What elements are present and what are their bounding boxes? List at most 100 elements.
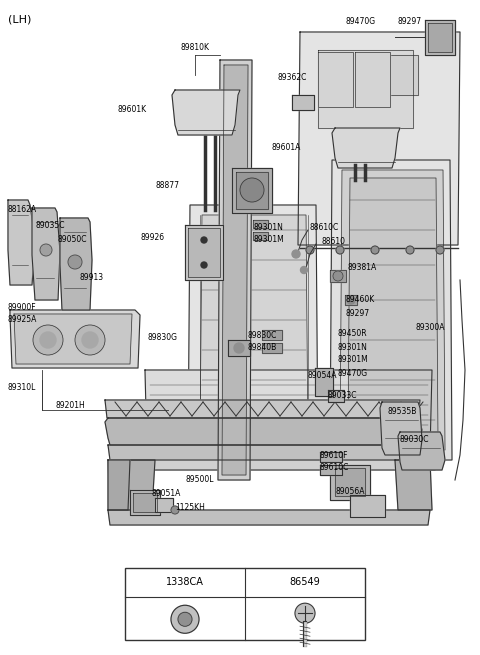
Polygon shape (320, 452, 342, 462)
Text: 89610C: 89610C (320, 462, 349, 472)
Polygon shape (228, 340, 250, 356)
Text: 89301M: 89301M (253, 236, 284, 244)
Polygon shape (200, 215, 308, 450)
Polygon shape (335, 468, 365, 496)
Polygon shape (398, 432, 445, 470)
Polygon shape (188, 205, 318, 460)
Text: 89900F: 89900F (8, 303, 36, 312)
Polygon shape (355, 52, 390, 107)
Text: 89301N: 89301N (338, 343, 368, 352)
Polygon shape (330, 160, 452, 460)
Circle shape (68, 255, 82, 269)
Text: 88162A: 88162A (8, 206, 37, 214)
Polygon shape (292, 95, 314, 110)
Text: 89051A: 89051A (152, 489, 181, 498)
Polygon shape (155, 498, 173, 512)
Text: 89925A: 89925A (8, 316, 37, 324)
Polygon shape (428, 23, 452, 52)
Polygon shape (395, 460, 432, 510)
Circle shape (295, 603, 315, 623)
Polygon shape (315, 368, 333, 396)
Polygon shape (328, 390, 344, 402)
Text: 89810K: 89810K (180, 43, 209, 52)
Circle shape (240, 178, 264, 202)
Text: 89310L: 89310L (8, 383, 36, 392)
Text: 89301M: 89301M (338, 356, 369, 364)
Polygon shape (108, 460, 130, 510)
Polygon shape (108, 510, 430, 525)
Polygon shape (108, 460, 155, 510)
Polygon shape (253, 232, 268, 240)
Text: 89297: 89297 (397, 18, 421, 26)
Polygon shape (330, 270, 346, 282)
Text: 89926: 89926 (141, 233, 165, 242)
Text: 89301N: 89301N (253, 223, 283, 233)
Polygon shape (133, 493, 157, 512)
Text: 88610: 88610 (322, 238, 346, 246)
Text: 88610C: 88610C (310, 223, 339, 233)
Circle shape (347, 296, 355, 304)
Polygon shape (380, 55, 418, 95)
Polygon shape (380, 402, 422, 455)
Text: 89535B: 89535B (388, 407, 418, 417)
Polygon shape (348, 178, 438, 440)
Text: 86549: 86549 (289, 578, 320, 588)
Circle shape (75, 325, 105, 355)
Polygon shape (60, 218, 92, 310)
Circle shape (333, 271, 343, 281)
Polygon shape (8, 200, 35, 285)
Circle shape (300, 267, 308, 274)
Text: 89050C: 89050C (58, 236, 87, 244)
Polygon shape (425, 20, 455, 55)
Polygon shape (218, 60, 252, 480)
Text: 88877: 88877 (155, 181, 179, 189)
Circle shape (436, 246, 444, 254)
Circle shape (178, 612, 192, 626)
Polygon shape (318, 52, 353, 107)
Polygon shape (232, 168, 272, 213)
Text: 1125KH: 1125KH (175, 504, 205, 512)
Polygon shape (32, 208, 60, 300)
Text: 89362C: 89362C (278, 73, 307, 83)
Circle shape (306, 246, 314, 254)
Polygon shape (345, 295, 357, 305)
Text: 89030C: 89030C (400, 436, 430, 445)
Polygon shape (253, 220, 268, 228)
Text: 89601A: 89601A (272, 143, 301, 153)
Polygon shape (298, 32, 460, 245)
Polygon shape (14, 314, 132, 364)
Circle shape (406, 246, 414, 254)
Text: 89460K: 89460K (345, 295, 374, 305)
Polygon shape (185, 225, 223, 280)
Text: 89300A: 89300A (415, 324, 444, 333)
Text: 1338CA: 1338CA (166, 578, 204, 588)
Circle shape (171, 605, 199, 633)
Circle shape (40, 244, 52, 256)
Text: 89450R: 89450R (338, 329, 368, 339)
Text: 89470G: 89470G (338, 369, 368, 377)
Circle shape (336, 246, 344, 254)
Text: 89840B: 89840B (248, 343, 277, 352)
Text: (LH): (LH) (8, 14, 31, 24)
Circle shape (292, 250, 300, 258)
Polygon shape (350, 495, 385, 517)
Text: 89035C: 89035C (35, 221, 64, 229)
Circle shape (201, 262, 207, 268)
Polygon shape (138, 452, 440, 470)
Polygon shape (108, 445, 430, 460)
Polygon shape (332, 128, 400, 168)
Text: 89470G: 89470G (345, 18, 375, 26)
Text: 89830G: 89830G (148, 333, 178, 343)
Polygon shape (145, 370, 432, 452)
Text: 89913: 89913 (80, 274, 104, 282)
Polygon shape (330, 465, 370, 500)
Text: 89054A: 89054A (308, 371, 337, 379)
Circle shape (201, 237, 207, 243)
Text: 89500L: 89500L (185, 476, 214, 485)
Polygon shape (262, 330, 282, 340)
Polygon shape (340, 170, 445, 450)
Circle shape (82, 332, 98, 348)
Polygon shape (10, 310, 140, 368)
Text: 89201H: 89201H (55, 402, 85, 411)
Text: 89056A: 89056A (335, 487, 364, 496)
